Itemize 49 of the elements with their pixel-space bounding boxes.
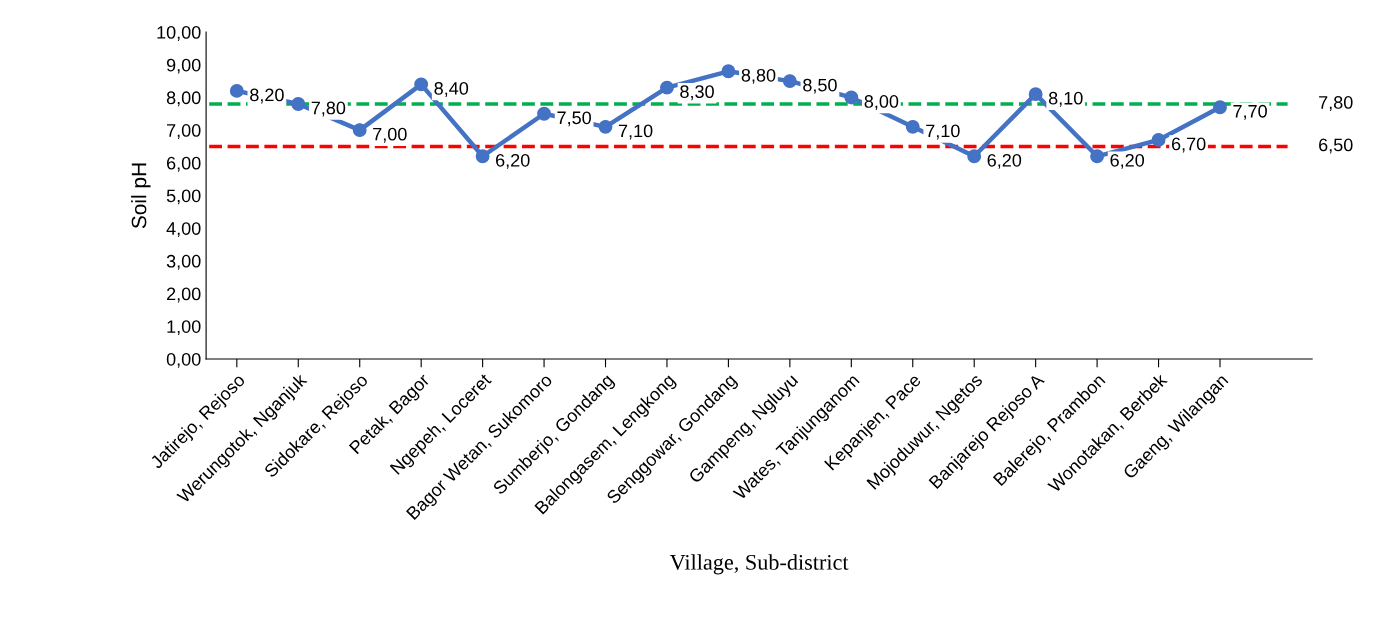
y-tick-label: 2,00 xyxy=(167,287,201,303)
y-tick-label: 5,00 xyxy=(166,189,201,205)
data-label: 6,70 xyxy=(1171,137,1206,153)
data-label: 7,50 xyxy=(557,111,591,127)
data-label: 6,20 xyxy=(987,153,1022,169)
point xyxy=(1028,87,1043,102)
data-label: 8,00 xyxy=(864,95,899,110)
point xyxy=(475,149,490,164)
point xyxy=(291,97,306,111)
data-label: 7,10 xyxy=(926,124,960,140)
y-tick-label: 7,00 xyxy=(167,124,201,139)
y-tick-label: 9,00 xyxy=(166,58,201,74)
data-label: 8,50 xyxy=(803,78,837,94)
y-tick-label: 10,00 xyxy=(157,25,201,41)
data-label: 8,30 xyxy=(680,85,714,101)
point xyxy=(1090,149,1105,164)
point xyxy=(721,64,736,79)
data-label: 7,70 xyxy=(1233,104,1267,120)
y-tick-label: 0,00 xyxy=(166,352,201,368)
point xyxy=(229,83,244,98)
data-label: 8,40 xyxy=(434,81,469,97)
point xyxy=(660,80,674,95)
point xyxy=(1151,132,1166,147)
data-label: 6,20 xyxy=(1110,153,1145,169)
y-tick-label: 1,00 xyxy=(167,320,201,336)
data-label: 8,80 xyxy=(741,68,776,84)
y-tick-label: 4,00 xyxy=(166,222,201,238)
y-tick-label: 6,00 xyxy=(167,156,201,172)
ref-line-label: 6,50 xyxy=(1319,138,1353,154)
data-label: 8,10 xyxy=(1048,91,1083,107)
y-tick-label: 3,00 xyxy=(166,254,201,270)
point xyxy=(782,74,797,89)
ref-line-label: 7,80 xyxy=(1319,96,1353,111)
data-label: 6,20 xyxy=(496,153,530,169)
data-label: 7,10 xyxy=(618,124,653,140)
point xyxy=(352,123,367,138)
point xyxy=(598,119,613,134)
y-axis-title: Soil pH xyxy=(131,163,151,229)
data-label: 7,80 xyxy=(311,101,346,117)
point xyxy=(1213,100,1227,115)
point xyxy=(844,90,859,105)
y-tick-label: 8,00 xyxy=(166,91,201,107)
data-label: 7,00 xyxy=(373,127,407,143)
data-label: 8,20 xyxy=(250,88,284,104)
point xyxy=(905,119,920,134)
x-axis-title: Village, Sub-district xyxy=(669,554,849,575)
point xyxy=(414,77,429,92)
point xyxy=(967,149,982,164)
point xyxy=(537,106,552,121)
